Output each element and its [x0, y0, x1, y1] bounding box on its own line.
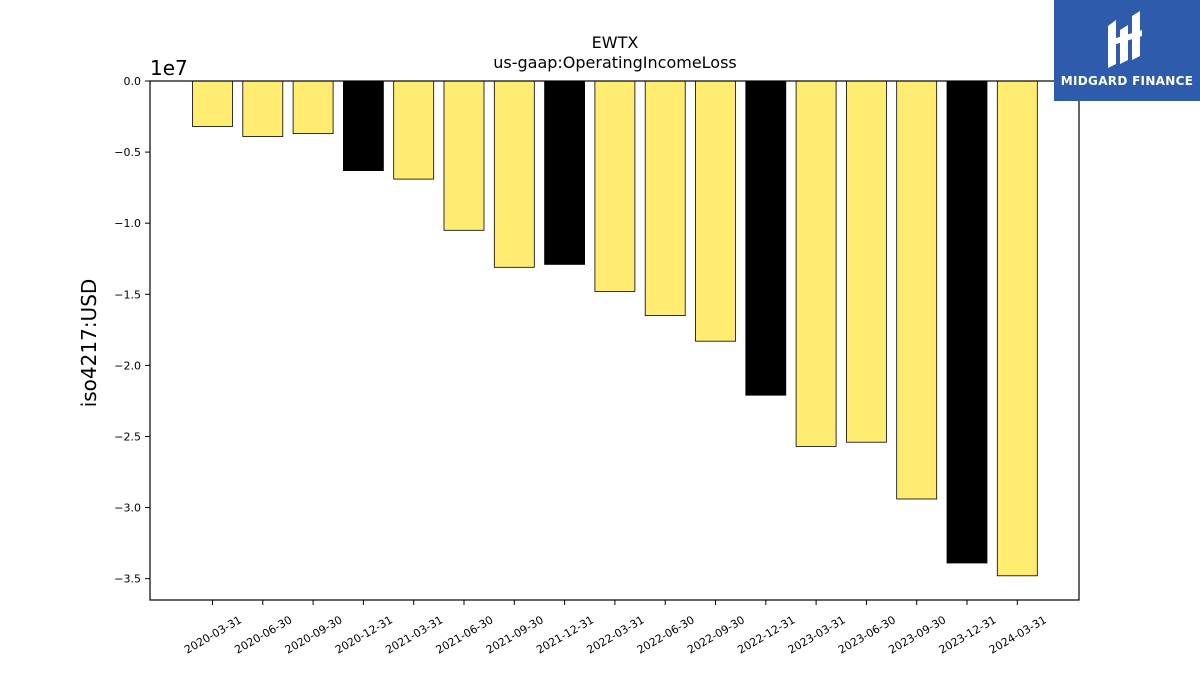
brand-name: MIDGARD FINANCE: [1060, 74, 1194, 88]
plot-frame: [149, 80, 1080, 601]
bar-2021-06-30: [443, 80, 485, 231]
bar-2023-09-30: [896, 80, 938, 500]
y-tick-label: −0.5: [114, 146, 141, 159]
y-axis-offset-label: 1e7: [150, 56, 188, 80]
bar-2021-03-31: [393, 80, 435, 180]
bar-2023-12-31: [946, 80, 988, 564]
y-tick-label: −3.5: [114, 573, 141, 586]
chart-title: EWTX: [592, 33, 639, 52]
chart-subtitle: us-gaap:OperatingIncomeLoss: [493, 53, 737, 72]
bar-2021-09-30: [493, 80, 535, 268]
y-tick-label: −1.5: [114, 288, 141, 301]
bar-2022-12-31: [745, 80, 787, 396]
bar-2022-06-30: [644, 80, 686, 317]
midgard-logo-icon: [1108, 11, 1142, 68]
bar-2020-12-31: [342, 80, 384, 171]
bar-2024-03-31: [996, 80, 1038, 577]
y-axis-ticks: 0.0 −0.5 −1.0 −1.5 −2.0 −2.5 −3.0 −3.5: [114, 75, 150, 586]
x-axis-ticks: 2020-03-312020-06-302020-09-302020-12-31…: [182, 600, 1049, 657]
y-tick-label: −3.0: [114, 502, 141, 515]
bar-2020-09-30: [292, 80, 334, 134]
bar-2022-09-30: [695, 80, 736, 342]
y-tick-label: −2.5: [114, 430, 141, 443]
bars-group: [192, 80, 1038, 577]
brand-logo: MIDGARD FINANCE: [1054, 0, 1200, 101]
y-tick-label: −2.0: [114, 359, 141, 372]
bar-2022-03-31: [594, 80, 636, 292]
bar-2023-06-30: [846, 80, 887, 443]
bar-2020-06-30: [242, 80, 284, 137]
bar-2021-12-31: [544, 80, 585, 265]
y-tick-label: 0.0: [124, 75, 142, 88]
y-axis-label: iso4217:USD: [77, 279, 101, 408]
bar-2023-03-31: [795, 80, 837, 447]
y-tick-label: −1.0: [114, 217, 141, 230]
bar-2020-03-31: [192, 80, 233, 127]
x-tick-label: 2024-03-31: [987, 613, 1049, 656]
